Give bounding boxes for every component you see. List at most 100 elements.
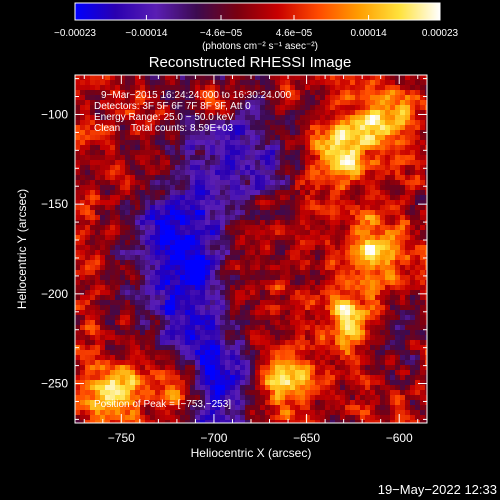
heatmap-cell [225, 400, 230, 405]
heatmap-cell [205, 260, 210, 265]
heatmap-cell [180, 175, 185, 180]
heatmap-cell [270, 170, 275, 175]
heatmap-cell [315, 210, 320, 215]
heatmap-cell [340, 100, 345, 105]
heatmap-cell [165, 80, 170, 85]
heatmap-cell [215, 170, 220, 175]
heatmap-cell [240, 235, 245, 240]
heatmap-cell [235, 365, 240, 370]
heatmap-cell [390, 340, 395, 345]
heatmap-cell [95, 315, 100, 320]
heatmap-cell [425, 370, 427, 375]
heatmap-cell [410, 190, 415, 195]
heatmap-cell [310, 165, 315, 170]
heatmap-cell [205, 315, 210, 320]
heatmap-cell [150, 305, 155, 310]
heatmap-cell [210, 75, 215, 80]
heatmap-cell [330, 320, 335, 325]
heatmap-cell [255, 420, 260, 423]
heatmap-cell [310, 380, 315, 385]
heatmap-cell [370, 165, 375, 170]
heatmap-cell [250, 85, 255, 90]
heatmap-cell [105, 135, 110, 140]
heatmap-cell [170, 375, 175, 380]
heatmap-cell [90, 360, 95, 365]
heatmap-cell [300, 270, 305, 275]
heatmap-cell [315, 140, 320, 145]
heatmap-cell [250, 140, 255, 145]
heatmap-cell [195, 125, 200, 130]
heatmap-cell [95, 105, 100, 110]
heatmap-cell [245, 110, 250, 115]
heatmap-cell [265, 200, 270, 205]
heatmap-cell [130, 290, 135, 295]
heatmap-cell [220, 375, 225, 380]
heatmap-cell [90, 235, 95, 240]
heatmap-cell [170, 130, 175, 135]
heatmap-cell [120, 240, 125, 245]
heatmap-cell [165, 85, 170, 90]
heatmap-cell [355, 210, 360, 215]
heatmap-cell [385, 320, 390, 325]
heatmap-cell [190, 135, 195, 140]
heatmap-cell [375, 230, 380, 235]
heatmap-cell [205, 200, 210, 205]
heatmap-cell [405, 340, 410, 345]
heatmap-cell [175, 210, 180, 215]
heatmap-cell [230, 200, 235, 205]
heatmap-cell [175, 245, 180, 250]
heatmap-cell [275, 150, 280, 155]
heatmap-cell [290, 385, 295, 390]
heatmap-cell [240, 135, 245, 140]
heatmap-cell [195, 280, 200, 285]
heatmap-cell [400, 300, 405, 305]
heatmap-cell [375, 340, 380, 345]
heatmap-cell [305, 95, 310, 100]
heatmap-cell [315, 200, 320, 205]
heatmap-cell [265, 270, 270, 275]
heatmap-cell [160, 280, 165, 285]
heatmap-cell [145, 360, 150, 365]
heatmap-cell [220, 290, 225, 295]
heatmap-cell [145, 320, 150, 325]
heatmap-cell [370, 390, 375, 395]
heatmap-cell [280, 170, 285, 175]
heatmap-cell [260, 245, 265, 250]
heatmap-cell [140, 310, 145, 315]
heatmap-cell [100, 215, 105, 220]
heatmap-cell [120, 325, 125, 330]
heatmap-cell [350, 235, 355, 240]
heatmap-cell [265, 355, 270, 360]
heatmap-cell [185, 100, 190, 105]
heatmap-cell [115, 160, 120, 165]
heatmap-cell [155, 135, 160, 140]
heatmap-cell [315, 225, 320, 230]
heatmap-cell [290, 335, 295, 340]
heatmap-cell [220, 155, 225, 160]
heatmap-cell [420, 365, 425, 370]
heatmap-cell [200, 215, 205, 220]
heatmap-cell [240, 315, 245, 320]
heatmap-cell [175, 230, 180, 235]
heatmap-cell [90, 200, 95, 205]
heatmap-cell [85, 125, 90, 130]
heatmap-cell [420, 330, 425, 335]
heatmap-cell [320, 120, 325, 125]
heatmap-cell [400, 380, 405, 385]
heatmap-cell [165, 355, 170, 360]
heatmap-cell [360, 325, 365, 330]
heatmap-cell [295, 405, 300, 410]
heatmap-cell [160, 365, 165, 370]
heatmap-cell [320, 210, 325, 215]
heatmap-cell [180, 135, 185, 140]
heatmap-cell [295, 360, 300, 365]
heatmap-cell [205, 235, 210, 240]
heatmap-cell [290, 405, 295, 410]
heatmap-cell [195, 165, 200, 170]
heatmap-cell [380, 410, 385, 415]
heatmap-cell [95, 240, 100, 245]
heatmap-cell [85, 300, 90, 305]
heatmap-cell [320, 90, 325, 95]
heatmap-cell [275, 80, 280, 85]
heatmap-cell [375, 345, 380, 350]
